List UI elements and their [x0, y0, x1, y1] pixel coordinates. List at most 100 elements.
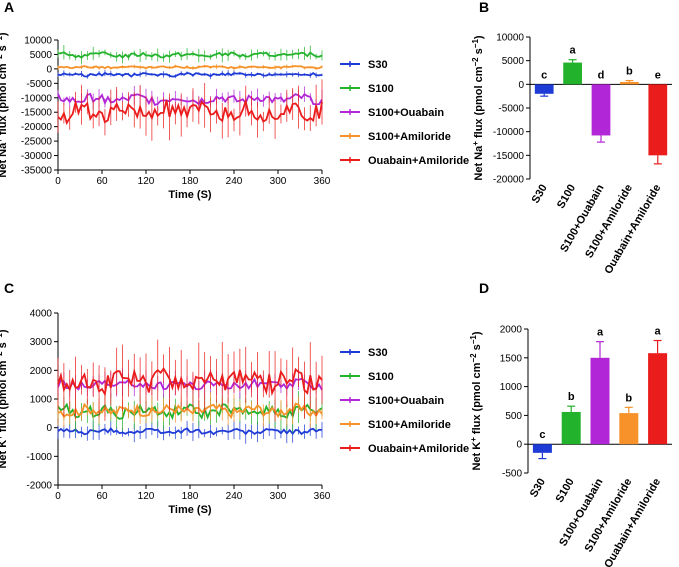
category-label-s30: S30 — [528, 477, 548, 500]
y-tick-label: 1000 — [30, 395, 53, 406]
panel-b-bar-chart: B 10000 5000 0 -5000 -10000 -15000 -20000 Net Na… — [471, 0, 672, 276]
y-axis-title: Net Na+ flux (pmol cm−2 s−1) — [471, 35, 485, 181]
y-axis-title-part: −2 — [471, 57, 480, 67]
y-axis-title-part: flux (pmol cm — [0, 63, 9, 138]
y-tick-label: 1500 — [500, 353, 523, 364]
series-line-s100 — [57, 51, 323, 59]
category-label-ouabain-amiloride: Ouabain+Amiloride — [602, 183, 663, 277]
x-tick-label: 240 — [226, 491, 243, 502]
legend-label-s100: S100 — [368, 371, 394, 383]
x-tick-label: 300 — [270, 491, 287, 502]
y-tick-label: -10000 — [21, 93, 53, 104]
y-axis-title-part: ) — [0, 329, 9, 333]
y-axis-title-part: Net K — [0, 440, 9, 469]
y-tick-label: 2000 — [30, 366, 53, 377]
panel-label-C: C — [4, 280, 14, 296]
y-axis-title-part: −2 — [0, 54, 4, 64]
y-tick-label: -20000 — [21, 122, 53, 133]
y-tick-label: -5000 — [26, 79, 52, 90]
bar-s100 — [563, 62, 582, 85]
x-tick-label: 0 — [55, 491, 61, 502]
y-axis-title-part: −1 — [0, 333, 4, 343]
series-line-s30 — [57, 426, 323, 436]
category-label-s30: S30 — [530, 183, 550, 206]
y-tick-label: -5000 — [498, 104, 524, 115]
y-axis-title-part: + — [469, 437, 478, 442]
x-tick-label: 120 — [138, 176, 155, 187]
y-axis-title: Net K+ flux (pmol cm−2 s−1) — [469, 331, 483, 470]
significance-letter-s30: c — [541, 69, 547, 81]
panel-a-line-chart: A 10000 5000 0 -5000 -10000 -15000 -20000 -25000… — [0, 0, 469, 201]
x-tick-label: 180 — [182, 176, 199, 187]
x-tick-label: 180 — [182, 491, 199, 502]
significance-letter-ouabain-amiloride: e — [655, 69, 661, 81]
panel-label-B: B — [479, 0, 489, 15]
legend-label-s30: S30 — [368, 347, 388, 359]
y-tick-label: 0 — [46, 64, 52, 75]
series-line-s100 — [57, 402, 323, 421]
y-tick-label: -20000 — [493, 175, 525, 186]
y-axis-title-part: −2 — [469, 353, 478, 363]
y-axis-title-part: s — [471, 344, 483, 353]
y-axis-title-part: −1 — [0, 36, 4, 46]
series-line-s30 — [57, 71, 323, 78]
y-axis-title-part: s — [0, 342, 9, 351]
y-axis-title-part: −1 — [469, 335, 478, 345]
x-tick-label: 0 — [55, 176, 61, 187]
x-tick-label: 120 — [138, 491, 155, 502]
y-axis-title-part: flux (pmol cm — [473, 66, 485, 141]
y-tick-label: -500 — [502, 469, 522, 480]
series-line-s100-ouabain — [57, 92, 323, 107]
y-axis-title-part: + — [0, 435, 4, 440]
y-tick-label: 5000 — [502, 56, 525, 67]
x-tick-label: 360 — [314, 176, 331, 187]
panel-label-A: A — [4, 0, 14, 15]
y-axis-title: Net Na+ flux (pmol cm−2 s−1) — [0, 32, 9, 178]
significance-letter-s100: a — [570, 45, 577, 57]
x-axis-title: Time (S) — [168, 189, 212, 201]
series-line-ouabain-amiloride — [57, 366, 323, 397]
significance-letter-s100-ouabain: d — [598, 69, 605, 81]
x-tick-label: 240 — [226, 176, 243, 187]
bar-s30 — [534, 84, 554, 94]
y-tick-label: -15000 — [21, 108, 53, 119]
y-tick-label: 2000 — [500, 325, 523, 336]
y-tick-label: -1000 — [26, 452, 52, 463]
significance-letter-s100-amiloride: b — [626, 66, 633, 78]
legend-label-s100-ouabain: S100+Ouabain — [368, 395, 444, 407]
bar-s100-amiloride — [619, 413, 639, 445]
y-axis-title-part: + — [471, 141, 480, 146]
y-axis-title-part: flux (pmol cm — [471, 362, 483, 437]
y-axis-title-part: Net K — [471, 442, 483, 471]
significance-letter-s100: b — [568, 391, 575, 403]
legend-label-s100-ouabain: S100+Ouabain — [368, 107, 444, 119]
y-tick-label: -10000 — [493, 127, 525, 138]
category-label-s100: S100 — [554, 477, 577, 505]
panel-d-bar-chart: D 2000 1500 1000 500 0 -500 Net K+ flux (pmol c… — [469, 280, 672, 567]
y-tick-label: -30000 — [21, 151, 53, 162]
y-tick-label: 0 — [518, 80, 524, 91]
y-axis-title-part: −1 — [471, 39, 480, 49]
y-tick-label: 500 — [505, 411, 522, 422]
y-axis-title-part: −2 — [0, 351, 4, 361]
significance-letter-ouabain-amiloride: a — [655, 326, 662, 338]
bar-ouabain-amiloride — [648, 353, 668, 445]
category-label-s100: S100 — [555, 183, 578, 211]
y-axis-title-part: ) — [473, 35, 485, 39]
y-tick-label: -25000 — [21, 137, 53, 148]
panel-label-D: D — [479, 280, 489, 296]
y-axis-title-part: + — [0, 138, 4, 143]
legend-label-ouabain-amiloride: Ouabain+Amiloride — [368, 443, 469, 455]
x-tick-label: 300 — [270, 176, 287, 187]
y-tick-label: 1000 — [500, 382, 523, 393]
x-tick-label: 360 — [314, 491, 331, 502]
x-axis-title: Time (S) — [168, 504, 212, 516]
y-tick-label: 3000 — [30, 337, 53, 348]
bar-s100-ouabain — [591, 84, 611, 136]
bar-s30 — [532, 444, 552, 453]
x-tick-label: 60 — [96, 491, 108, 502]
legend-label-s100: S100 — [368, 83, 394, 95]
y-tick-label: 0 — [46, 423, 52, 434]
